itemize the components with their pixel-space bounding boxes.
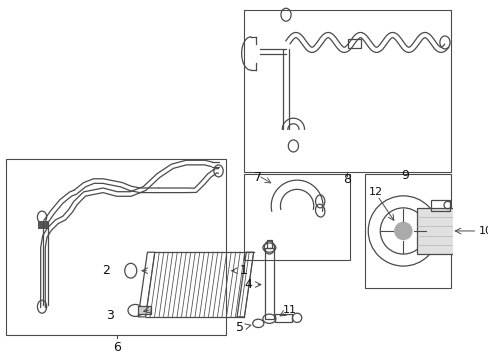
- Circle shape: [393, 222, 412, 240]
- Text: 3: 3: [106, 310, 114, 323]
- Text: 10: 10: [478, 226, 488, 236]
- Text: 8: 8: [342, 173, 350, 186]
- Bar: [430, 199, 448, 211]
- Bar: [347, 39, 360, 48]
- Bar: [364, 174, 450, 288]
- Bar: [6, 159, 225, 336]
- Text: 9: 9: [401, 169, 408, 182]
- Bar: [138, 306, 151, 314]
- Text: 1: 1: [239, 264, 247, 277]
- Bar: [38, 221, 47, 229]
- Text: 5: 5: [236, 321, 244, 334]
- Text: 4: 4: [244, 278, 252, 291]
- Bar: [264, 248, 273, 319]
- Text: 6: 6: [113, 341, 121, 354]
- Text: 11: 11: [283, 305, 297, 315]
- Bar: [416, 208, 467, 254]
- Bar: [266, 240, 272, 248]
- Bar: [243, 174, 349, 260]
- Text: 12: 12: [368, 187, 382, 197]
- Bar: [243, 10, 450, 172]
- Text: 7: 7: [254, 171, 262, 184]
- Text: 2: 2: [102, 264, 110, 277]
- Bar: [274, 314, 291, 321]
